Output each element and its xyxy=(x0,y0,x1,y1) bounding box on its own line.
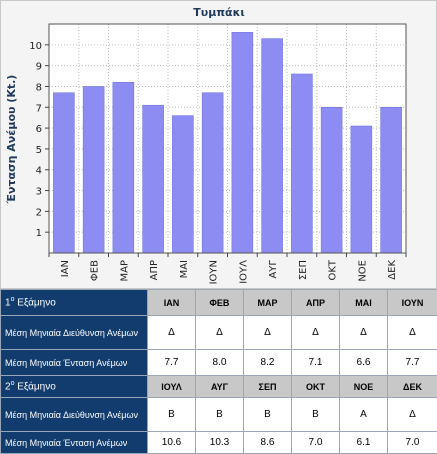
y-tick-label: 1 xyxy=(36,228,42,239)
x-tick-label: ΜΑΡ xyxy=(119,260,130,282)
semester-label: Εξάμηνο xyxy=(14,298,55,309)
chart-title: Τυμπάκι xyxy=(193,6,244,19)
bar xyxy=(381,107,402,253)
x-tick-label: ΔΕΚ xyxy=(387,260,398,280)
x-tick-label: ΟΚΤ xyxy=(328,259,339,280)
intensity-value: 10.3 xyxy=(196,432,244,454)
intensity-value: 7.7 xyxy=(388,350,437,376)
semester-label: Εξάμηνο xyxy=(14,382,55,393)
x-tick-label: ΦΕΒ xyxy=(90,260,101,281)
bar xyxy=(321,107,342,253)
bar xyxy=(113,82,134,253)
x-tick-label: ΜΑΙ xyxy=(179,260,190,278)
month-header: ΝΟΕ xyxy=(340,376,388,398)
direction-value: Δ xyxy=(388,316,437,350)
bar xyxy=(262,39,283,253)
month-header: ΟΚΤ xyxy=(292,376,340,398)
x-tick-label: ΙΟΥΝ xyxy=(209,260,220,284)
x-tick-label: ΑΥΓ xyxy=(268,260,279,279)
month-header: ΑΠΡ xyxy=(292,290,340,316)
bar xyxy=(172,116,193,253)
bar xyxy=(202,93,223,253)
x-tick-label: ΣΕΠ xyxy=(298,260,309,280)
y-tick-label: 7 xyxy=(36,103,42,114)
x-tick-label: ΑΠΡ xyxy=(149,260,160,280)
bar xyxy=(143,105,164,253)
direction-value: Β xyxy=(292,398,340,432)
intensity-value: 8.2 xyxy=(244,350,292,376)
wind-bar-chart: 1 2 3 4 5 6 7 8 9 10 ΙΑΝ ΦΕΒ ΜΑΡ ΑΠΡ ΜΑΙ ΙΟΥΝ ΙΟΥΛ ΑΥΓ ΣΕΠ… xyxy=(1,1,437,290)
intensity-value: 10.6 xyxy=(148,432,196,454)
intensity-value: 8.6 xyxy=(244,432,292,454)
y-tick-label: 3 xyxy=(36,187,42,198)
bar xyxy=(83,86,104,253)
y-tick-label: 6 xyxy=(36,124,42,135)
direction-value: Δ xyxy=(388,398,437,432)
intensity-row-label: Μέση Μηνιαία Ένταση Ανέμων xyxy=(1,350,148,376)
semester-header: 1ο Εξάμηνο xyxy=(1,290,148,316)
intensity-value: 8.0 xyxy=(196,350,244,376)
month-header: ΦΕΒ xyxy=(196,290,244,316)
direction-value: Α xyxy=(340,398,388,432)
y-tick-label: 10 xyxy=(29,41,42,52)
direction-value: Δ xyxy=(244,316,292,350)
direction-value: Δ xyxy=(148,316,196,350)
y-tick-label: 9 xyxy=(36,62,42,73)
direction-value: Δ xyxy=(196,316,244,350)
bar xyxy=(351,126,372,253)
y-axis-label: Ένταση Ανέμου (Kt.) xyxy=(5,75,18,205)
chart-panel: 1 2 3 4 5 6 7 8 9 10 ΙΑΝ ΦΕΒ ΜΑΡ ΑΠΡ ΜΑΙ ΙΟΥΝ ΙΟΥΛ ΑΥΓ ΣΕΠ… xyxy=(0,0,437,289)
bar xyxy=(291,74,312,253)
bar xyxy=(53,93,74,253)
month-header: ΑΥΓ xyxy=(196,376,244,398)
x-tick-label: ΝΟΕ xyxy=(357,260,368,282)
direction-value: Β xyxy=(148,398,196,432)
month-header: ΙΟΥΝ xyxy=(388,290,437,316)
y-tick-label: 5 xyxy=(36,145,42,156)
intensity-value: 7.0 xyxy=(388,432,437,454)
month-header: ΜΑΙ xyxy=(340,290,388,316)
direction-row-label: Μέση Μηνιαία Διεύθυνση Ανέμων xyxy=(1,398,148,432)
month-header: ΜΑΡ xyxy=(244,290,292,316)
direction-value: Β xyxy=(196,398,244,432)
month-header: ΔΕΚ xyxy=(388,376,437,398)
direction-value: Β xyxy=(244,398,292,432)
intensity-value: 7.7 xyxy=(148,350,196,376)
x-tick-label: ΙΟΥΛ xyxy=(238,260,249,284)
direction-value: Δ xyxy=(292,316,340,350)
semester-header: 2ο Εξάμηνο xyxy=(1,376,148,398)
month-header: ΣΕΠ xyxy=(244,376,292,398)
x-tick-label: ΙΑΝ xyxy=(60,260,71,277)
y-tick-label: 2 xyxy=(36,207,42,218)
direction-value: Δ xyxy=(340,316,388,350)
intensity-value: 6.6 xyxy=(340,350,388,376)
intensity-value: 7.1 xyxy=(292,350,340,376)
bar xyxy=(232,32,253,253)
y-tick-label: 4 xyxy=(36,166,42,177)
intensity-row-label: Μέση Μηνιαία Ένταση Ανέμων xyxy=(1,432,148,454)
month-header: ΙΑΝ xyxy=(148,290,196,316)
month-header: ΙΟΥΛ xyxy=(148,376,196,398)
y-tick-label: 8 xyxy=(36,82,42,93)
direction-row-label: Μέση Μηνιαία Διεύθυνση Ανέμων xyxy=(1,316,148,350)
intensity-value: 7.0 xyxy=(292,432,340,454)
intensity-value: 6.1 xyxy=(340,432,388,454)
